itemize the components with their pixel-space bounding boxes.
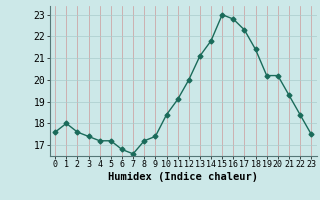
X-axis label: Humidex (Indice chaleur): Humidex (Indice chaleur): [108, 172, 258, 182]
